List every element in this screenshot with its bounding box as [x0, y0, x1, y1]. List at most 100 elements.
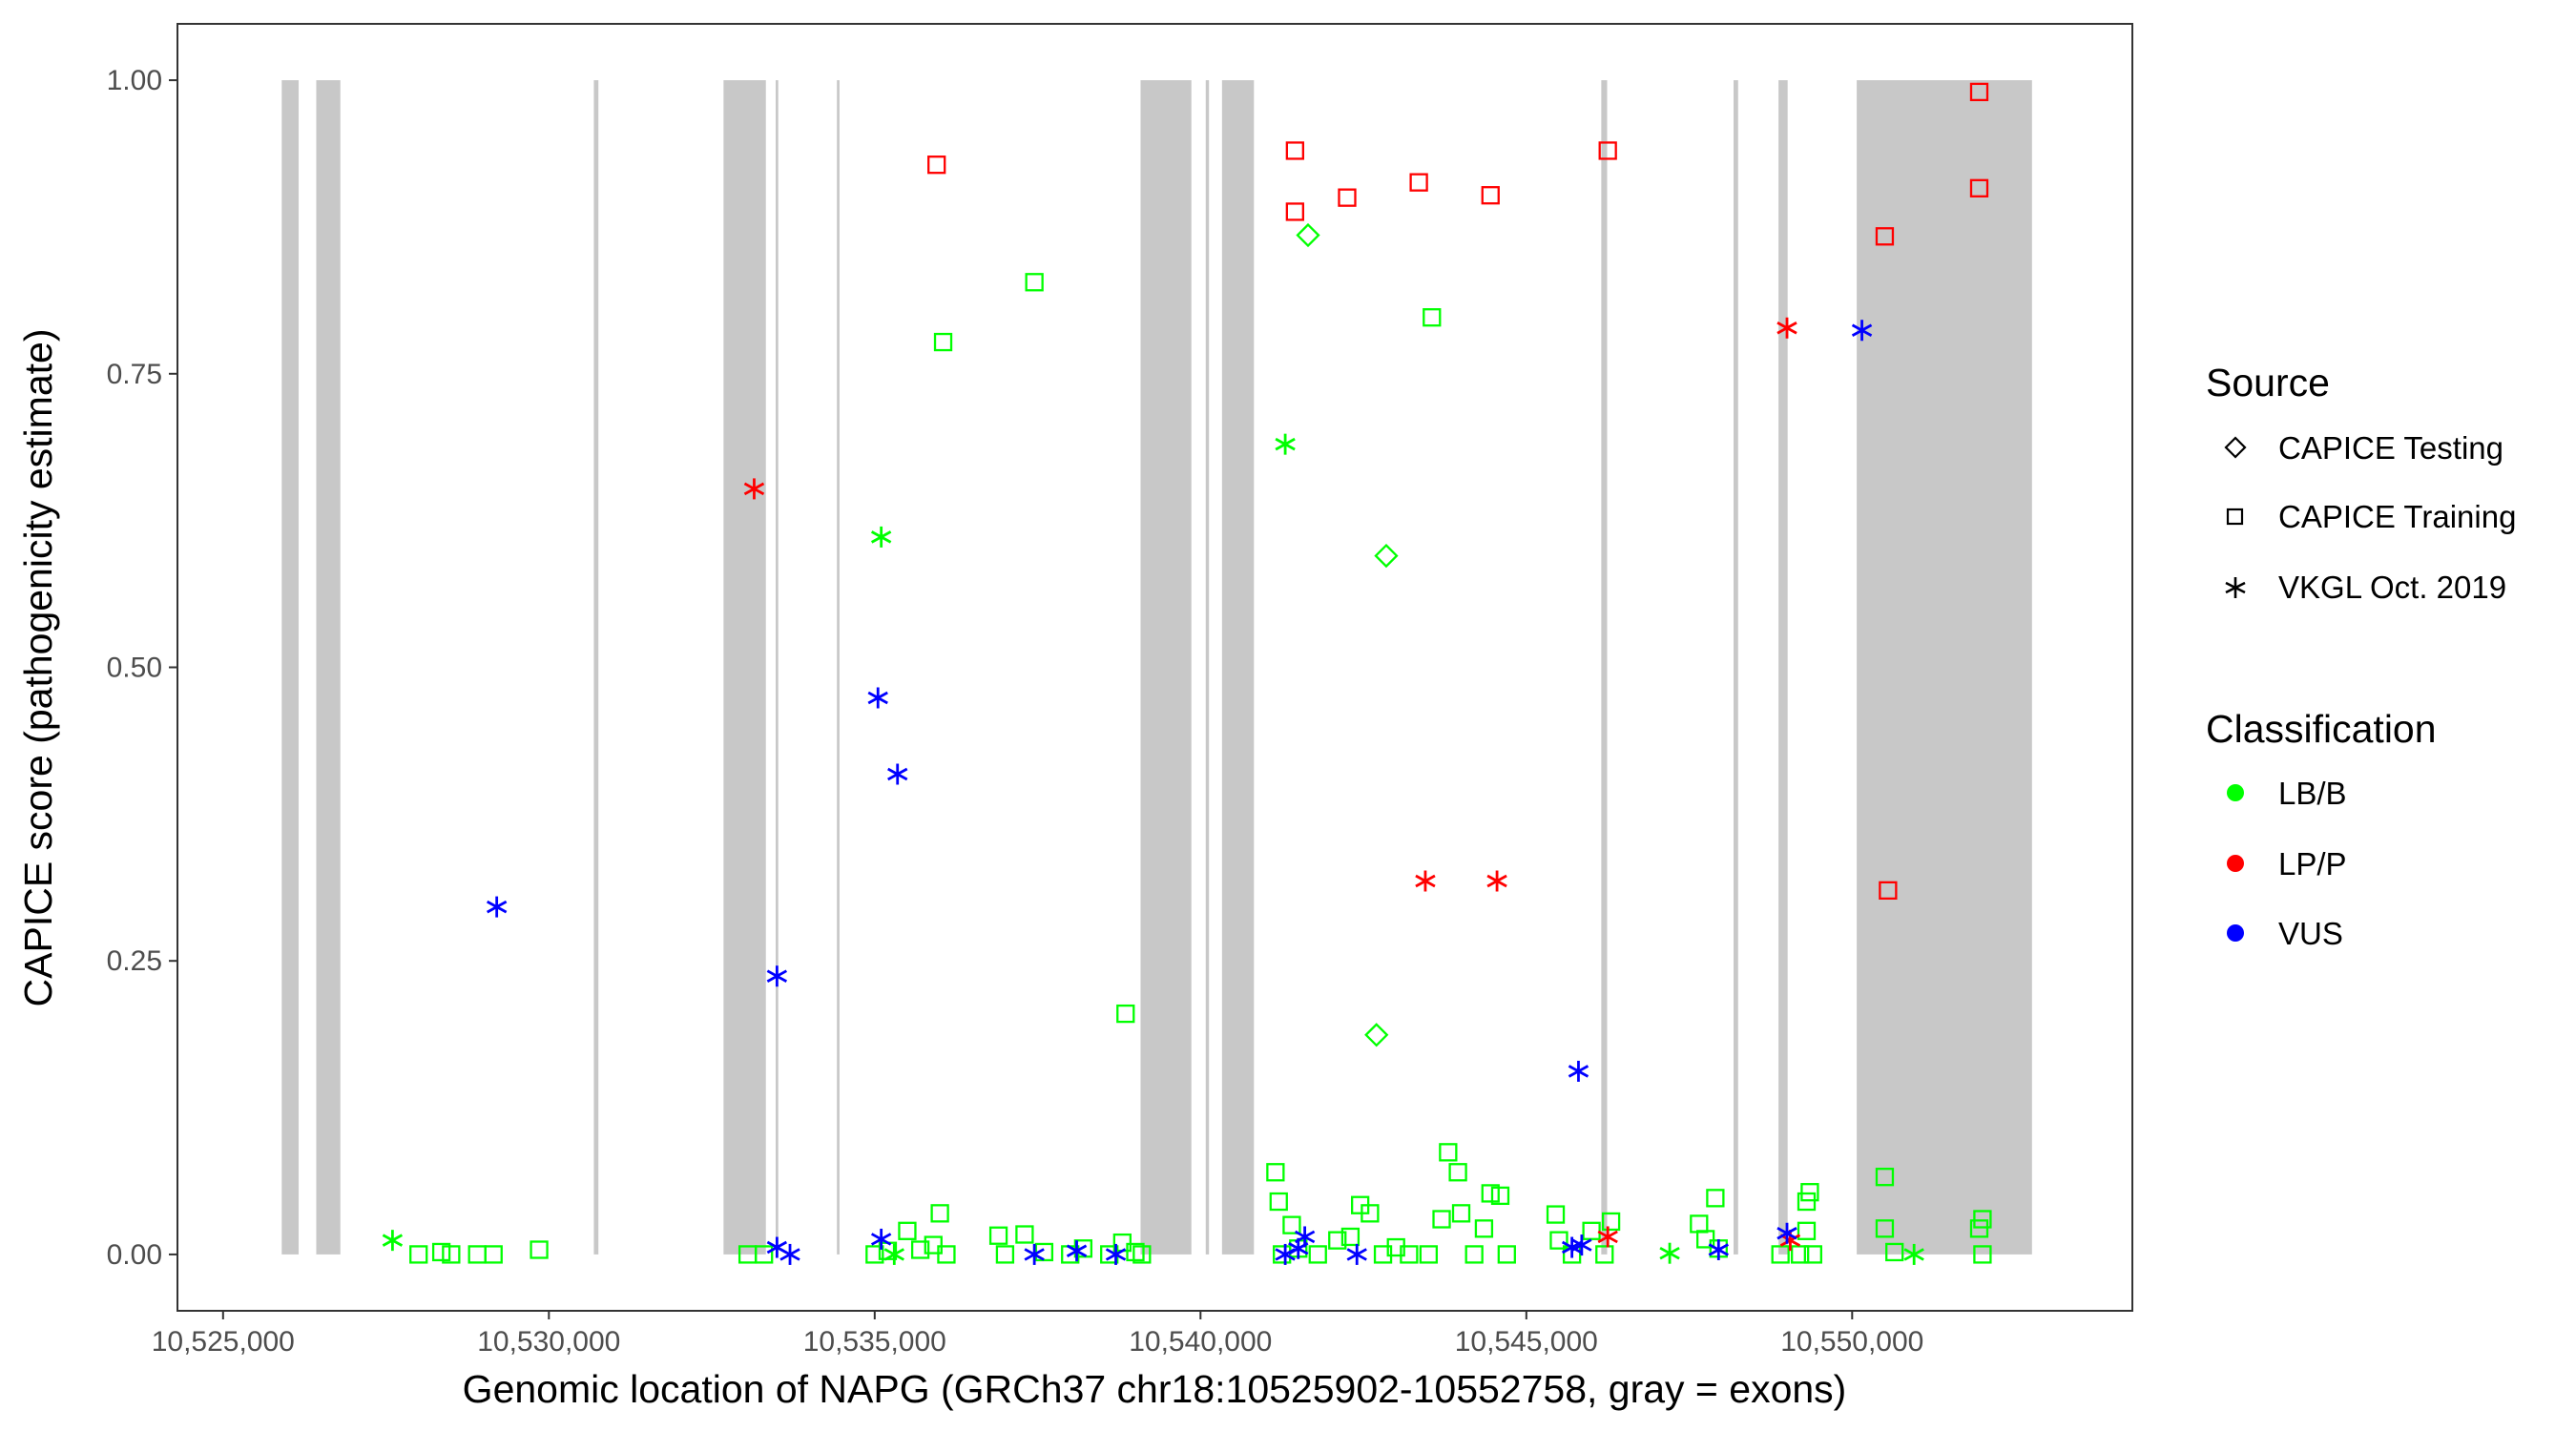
asterisk-point-vus [1066, 1240, 1088, 1262]
legend-classification-title: Classification [2206, 707, 2437, 751]
square-point-lb-b [937, 1245, 956, 1264]
square-point-lb-b [1497, 1245, 1516, 1264]
square-point-lb-b [1126, 1242, 1145, 1262]
legend-label-vkgl: VKGL Oct. 2019 [2278, 570, 2506, 605]
exon-band-8 [1205, 80, 1210, 1255]
square-point-lb-b [755, 1245, 774, 1264]
square-point-lb-b [1340, 1227, 1361, 1247]
x-tick-label: 10,525,000 [152, 1326, 295, 1358]
exon-band-10 [1601, 80, 1608, 1255]
series-capice-training-lp-p [927, 82, 1989, 901]
y-tick-label: 0.25 [107, 945, 162, 977]
x-tick-label: 10,535,000 [803, 1326, 946, 1358]
exon-band-6 [837, 80, 840, 1255]
legend-label-lpp: LP/P [2278, 846, 2347, 881]
square-point-lb-b [1973, 1245, 1992, 1264]
square-point-lb-b [1797, 1221, 1817, 1240]
square-point-lb-b [1419, 1245, 1439, 1264]
square-point-lb-b [1875, 1168, 1895, 1187]
legend-label-capice-training: CAPICE Training [2278, 499, 2516, 534]
asterisk-point-lb-b [883, 1243, 904, 1265]
x-tick-label: 10,530,000 [477, 1326, 620, 1358]
legend-key-vus [2227, 924, 2244, 942]
y-axis-title: CAPICE score (pathogenicity estimate) [16, 329, 60, 1007]
square-point-lb-b [1439, 1143, 1458, 1162]
y-tick-label: 1.00 [107, 65, 162, 96]
square-point-lp-p [1969, 178, 1989, 197]
exon-bands [281, 80, 2032, 1255]
asterisk-point-vus [870, 1228, 892, 1250]
square-point-lb-b [995, 1245, 1015, 1264]
square-point-lb-b [530, 1240, 549, 1259]
asterisk-point-vus [779, 1243, 800, 1265]
square-point-lb-b [933, 332, 953, 352]
asterisk-point-lp-p [1415, 870, 1436, 892]
legend-label-capice-testing: CAPICE Testing [2278, 430, 2503, 466]
x-axis-title: Genomic location of NAPG (GRCh37 chr18:1… [463, 1367, 1847, 1411]
diamond-point-lb-b [1364, 1023, 1389, 1047]
square-point-lb-b [910, 1240, 930, 1259]
legend-key-asterisk [2225, 577, 2246, 598]
asterisk-point-vus [1294, 1226, 1316, 1248]
asterisk-point-vus [887, 763, 908, 785]
asterisk-point-lp-p [1779, 1230, 1801, 1252]
asterisk-point-vus [486, 896, 508, 918]
square-point-lb-b [1595, 1245, 1614, 1264]
asterisk-point-vus [1346, 1243, 1367, 1265]
square-point-lp-p [1875, 227, 1895, 246]
y-tick-label: 0.75 [107, 359, 162, 390]
data-points [382, 82, 1992, 1265]
square-point-lb-b [1015, 1225, 1034, 1244]
asterisk-point-vus [1708, 1238, 1729, 1260]
legend-key-square [2226, 508, 2244, 526]
square-point-lb-b [1361, 1204, 1380, 1223]
square-point-lb-b [898, 1221, 917, 1240]
square-point-lb-b [1328, 1231, 1347, 1250]
series-vkgl-oct-2019-lb-b [382, 433, 1924, 1265]
x-tick-label: 10,550,000 [1780, 1326, 1923, 1358]
square-point-lb-b [1481, 1184, 1500, 1203]
square-point-lb-b [1269, 1192, 1288, 1212]
exon-band-9 [1221, 80, 1255, 1255]
asterisk-point-lb-b [1903, 1243, 1924, 1265]
square-point-lp-p [1285, 202, 1304, 221]
legend-key-lpp [2227, 855, 2244, 872]
legend-label-vus: VUS [2278, 916, 2343, 951]
x-tick-label: 10,540,000 [1129, 1326, 1272, 1358]
square-point-lp-p [1879, 881, 1898, 901]
asterisk-point-vus [1851, 320, 1873, 342]
square-point-lb-b [1969, 1219, 1989, 1238]
square-point-lb-b [1432, 1210, 1451, 1229]
square-point-lb-b [1423, 308, 1442, 327]
square-point-lb-b [1400, 1245, 1419, 1264]
exon-band-11 [1734, 80, 1738, 1255]
y-axis: 0.00 0.25 0.50 0.75 1.00 [107, 65, 177, 1271]
legend-key-lbb [2227, 784, 2244, 801]
square-point-lb-b [1797, 1192, 1817, 1212]
asterisk-point-lp-p [1776, 317, 1797, 339]
square-point-lb-b [924, 1235, 943, 1255]
square-point-lb-b [1025, 273, 1044, 292]
square-point-lb-b [1132, 1245, 1152, 1264]
asterisk-point-vus [867, 687, 888, 709]
square-point-lp-p [1481, 186, 1500, 205]
square-point-lb-b [1601, 1212, 1621, 1232]
asterisk-point-vus [1024, 1243, 1045, 1265]
square-point-lb-b [1308, 1245, 1327, 1264]
asterisk-point-vus [1568, 1060, 1589, 1082]
exon-band-1 [281, 80, 300, 1255]
asterisk-point-lp-p [1597, 1226, 1618, 1248]
series-vkgl-oct-2019-vus [486, 320, 1873, 1265]
square-point-lp-p [1285, 141, 1304, 160]
square-point-lb-b [431, 1242, 451, 1262]
exon-band-7 [1140, 80, 1192, 1255]
asterisk-point-vus [1776, 1222, 1797, 1244]
square-point-lb-b [1803, 1245, 1822, 1264]
legend-label-lbb: LB/B [2278, 776, 2347, 811]
legend: Source CAPICE Testing CAPICE Training VK… [2206, 361, 2516, 951]
asterisk-point-vus [766, 965, 788, 987]
square-point-lb-b [1973, 1210, 1992, 1229]
x-tick-label: 10,545,000 [1455, 1326, 1598, 1358]
square-point-lp-p [1969, 82, 1989, 102]
